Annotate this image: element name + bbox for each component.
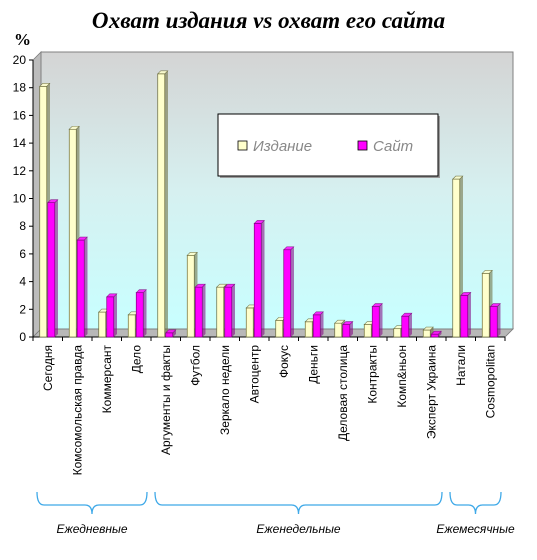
x-tick-label: Сегодня <box>41 345 55 391</box>
bar-izdanie <box>304 321 313 338</box>
legend-box <box>217 113 439 177</box>
bar-sait-side <box>113 293 117 338</box>
x-tick-label: Автоцентр <box>247 345 261 404</box>
y-tick-label: 6 <box>19 247 26 261</box>
bar-sait-side <box>172 329 176 338</box>
y-tick-label: 16 <box>13 108 27 122</box>
bar-izdanie <box>393 328 402 338</box>
bar-sait <box>312 314 321 338</box>
bar-sait <box>47 202 56 338</box>
x-tick-label: Зеркало недели <box>218 345 232 435</box>
x-tick-label: Деньги <box>306 345 320 384</box>
y-tick-label: 12 <box>13 164 27 178</box>
group-brace <box>36 491 148 515</box>
bar-sait-side <box>54 199 58 338</box>
bar-izdanie <box>245 307 254 338</box>
bar-izdanie <box>481 272 490 338</box>
bar-izdanie <box>452 178 461 338</box>
x-tick-label: Комсомольская правда <box>70 345 84 476</box>
group-label: Ежемесячные <box>436 522 515 536</box>
bar-sait <box>283 249 292 338</box>
bar-sait-side <box>261 219 265 338</box>
bar-izdanie <box>363 324 372 338</box>
y-tick-label: 4 <box>19 275 26 289</box>
bar-sait <box>106 296 115 338</box>
x-tick-label: Эксперт Украина <box>424 345 438 439</box>
y-axis-label: % <box>14 30 31 49</box>
y-tick-label: 0 <box>19 330 26 344</box>
bar-sait <box>135 292 144 338</box>
bar-sait <box>194 286 203 338</box>
bar-izdanie <box>216 286 225 338</box>
bar-sait-side <box>467 291 471 338</box>
group-brace <box>449 491 502 515</box>
bar-sait <box>460 295 469 338</box>
bar-sait-side <box>231 283 235 338</box>
x-tick-label: Натали <box>454 345 468 386</box>
y-tick-label: 2 <box>19 302 26 316</box>
bar-izdanie <box>422 329 431 338</box>
bar-sait-side <box>349 320 353 338</box>
legend-entry-label: Сайт <box>373 138 413 155</box>
x-tick-label: Коммерсант <box>100 345 114 414</box>
bar-sait-side <box>438 330 442 338</box>
bar-izdanie <box>275 320 284 338</box>
plot-back-wall <box>40 51 514 330</box>
bar-sait <box>342 324 351 338</box>
bar-izdanie <box>157 73 166 338</box>
x-tick-label: Контракты <box>365 345 379 404</box>
bar-sait-side <box>408 312 412 338</box>
group-brace <box>154 491 443 515</box>
legend-swatch <box>237 140 248 151</box>
bar-sait-side <box>290 246 294 338</box>
bar-sait-side <box>143 289 147 338</box>
chart-title: Охват издания vs охват его сайта <box>91 8 446 33</box>
bar-sait-side <box>202 283 206 338</box>
x-tick-label: Комп&ньон <box>395 345 409 408</box>
bar-izdanie-side <box>164 70 168 338</box>
bar-sait <box>253 223 262 338</box>
x-tick-label: Cosmopolitan <box>483 345 497 418</box>
bar-sait <box>430 333 439 338</box>
group-label: Ежедневные <box>56 522 127 536</box>
bar-sait <box>371 306 380 338</box>
x-tick-label: Дело <box>129 345 143 374</box>
bar-izdanie <box>98 311 107 338</box>
bar-sait <box>76 239 85 338</box>
bar-sait <box>401 315 410 338</box>
bar-izdanie <box>186 254 195 338</box>
y-tick-label: 20 <box>13 53 27 67</box>
x-tick-label: Деловая столица <box>336 345 350 441</box>
bar-izdanie <box>334 322 343 338</box>
bar-sait <box>489 306 498 338</box>
bar-sait-side <box>320 311 324 338</box>
legend-entry-label: Издание <box>253 138 312 155</box>
bar-sait <box>165 332 174 338</box>
x-tick-label: Футбол <box>188 345 202 386</box>
bar-sait <box>224 286 233 338</box>
group-label: Еженедельные <box>256 522 340 536</box>
y-tick-label: 10 <box>13 192 27 206</box>
x-tick-label: Фокус <box>277 345 291 378</box>
bar-sait-side <box>497 302 501 338</box>
y-tick-label: 14 <box>13 136 27 150</box>
y-tick-label: 8 <box>19 219 26 233</box>
bar-sait-side <box>379 302 383 338</box>
x-tick-label: Аргументы и факты <box>159 345 173 455</box>
y-tick-label: 18 <box>13 81 27 95</box>
bar-izdanie <box>127 314 136 338</box>
legend-swatch <box>357 140 368 151</box>
bar-izdanie <box>68 128 77 338</box>
bar-izdanie <box>39 85 48 338</box>
bar-sait-side <box>84 236 88 338</box>
